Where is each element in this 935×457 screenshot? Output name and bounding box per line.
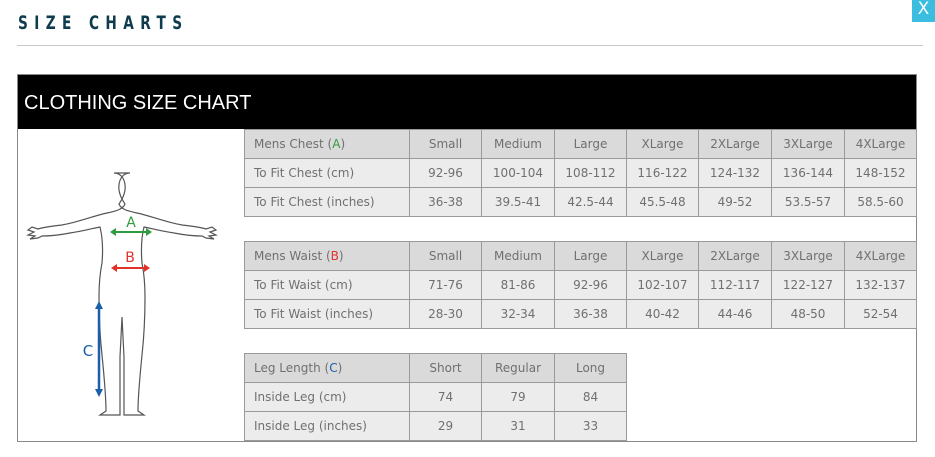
size-value-cell: 124-132 xyxy=(698,158,772,188)
size-column-header: 2XLarge xyxy=(698,241,772,271)
size-value-cell: 58.5-60 xyxy=(844,187,917,217)
size-value-cell: 29 xyxy=(409,411,482,441)
size-value-cell: 45.5-48 xyxy=(626,187,699,217)
body-measurement-figure: A B C xyxy=(18,129,245,441)
title-divider xyxy=(17,45,923,46)
size-value-cell: 33 xyxy=(554,411,627,441)
row-label: To Fit Waist (cm) xyxy=(244,270,410,300)
size-column-header: 2XLarge xyxy=(698,129,772,159)
size-value-cell: 136-144 xyxy=(771,158,845,188)
size-value-cell: 42.5-44 xyxy=(554,187,627,217)
size-column-header: Small xyxy=(409,129,482,159)
leg-arrow-icon: C xyxy=(83,301,103,397)
size-value-cell: 28-30 xyxy=(409,299,482,329)
size-value-cell: 122-127 xyxy=(771,270,845,300)
section-header-label: Mens Waist (B) xyxy=(244,241,410,271)
section-header-label: Mens Chest (A) xyxy=(244,129,410,159)
size-value-cell: 49-52 xyxy=(698,187,772,217)
size-column-header: Medium xyxy=(481,129,555,159)
label-a: A xyxy=(126,215,136,231)
size-value-cell: 102-107 xyxy=(626,270,699,300)
size-column-header: XLarge xyxy=(626,129,699,159)
row-label: To Fit Chest (cm) xyxy=(244,158,410,188)
row-label: To Fit Waist (inches) xyxy=(244,299,410,329)
page-title: SIZE CHARTS xyxy=(18,12,189,34)
size-column-header: XLarge xyxy=(626,241,699,271)
chest-arrow-icon: A xyxy=(110,215,152,236)
size-value-cell: 31 xyxy=(481,411,555,441)
waist-arrow-icon: B xyxy=(111,250,150,272)
size-value-cell: 71-76 xyxy=(409,270,482,300)
size-value-cell: 74 xyxy=(409,382,482,412)
size-value-cell: 148-152 xyxy=(844,158,917,188)
close-button[interactable]: X xyxy=(912,0,935,22)
row-label: To Fit Chest (inches) xyxy=(244,187,410,217)
size-value-cell: 84 xyxy=(554,382,627,412)
size-column-header: Short xyxy=(409,353,482,383)
size-value-cell: 92-96 xyxy=(409,158,482,188)
size-value-cell: 132-137 xyxy=(844,270,917,300)
section-header-label: Leg Length (C) xyxy=(244,353,410,383)
label-b: B xyxy=(125,250,135,266)
label-c: C xyxy=(83,342,93,360)
size-value-cell: 39.5-41 xyxy=(481,187,555,217)
size-column-header: 4XLarge xyxy=(844,241,917,271)
measurement-letter: B xyxy=(330,249,339,263)
size-value-cell: 100-104 xyxy=(481,158,555,188)
size-value-cell: 32-34 xyxy=(481,299,555,329)
size-value-cell: 52-54 xyxy=(844,299,917,329)
size-value-cell: 48-50 xyxy=(771,299,845,329)
size-value-cell: 36-38 xyxy=(409,187,482,217)
size-value-cell: 79 xyxy=(481,382,555,412)
size-value-cell: 53.5-57 xyxy=(771,187,845,217)
human-silhouette-icon: A B C xyxy=(26,172,218,416)
size-column-header: Large xyxy=(554,241,627,271)
chart-header: CLOTHING SIZE CHART xyxy=(18,75,916,129)
size-column-header: 3XLarge xyxy=(771,129,845,159)
size-column-header: Medium xyxy=(481,241,555,271)
size-value-cell: 112-117 xyxy=(698,270,772,300)
size-value-cell: 92-96 xyxy=(554,270,627,300)
row-label: Inside Leg (inches) xyxy=(244,411,410,441)
size-column-header: Small xyxy=(409,241,482,271)
size-value-cell: 44-46 xyxy=(698,299,772,329)
size-value-cell: 108-112 xyxy=(554,158,627,188)
size-column-header: 4XLarge xyxy=(844,129,917,159)
row-label: Inside Leg (cm) xyxy=(244,382,410,412)
size-value-cell: 116-122 xyxy=(626,158,699,188)
measurement-letter: C xyxy=(329,361,338,375)
size-column-header: Long xyxy=(554,353,627,383)
size-column-header: Large xyxy=(554,129,627,159)
size-column-header: Regular xyxy=(481,353,555,383)
size-chart: CLOTHING SIZE CHART A B C Mens Chest (A)… xyxy=(17,74,917,442)
chart-title: CLOTHING SIZE CHART xyxy=(24,92,252,114)
size-value-cell: 36-38 xyxy=(554,299,627,329)
size-column-header: 3XLarge xyxy=(771,241,845,271)
size-value-cell: 40-42 xyxy=(626,299,699,329)
measurement-letter: A xyxy=(332,137,341,151)
size-value-cell: 81-86 xyxy=(481,270,555,300)
